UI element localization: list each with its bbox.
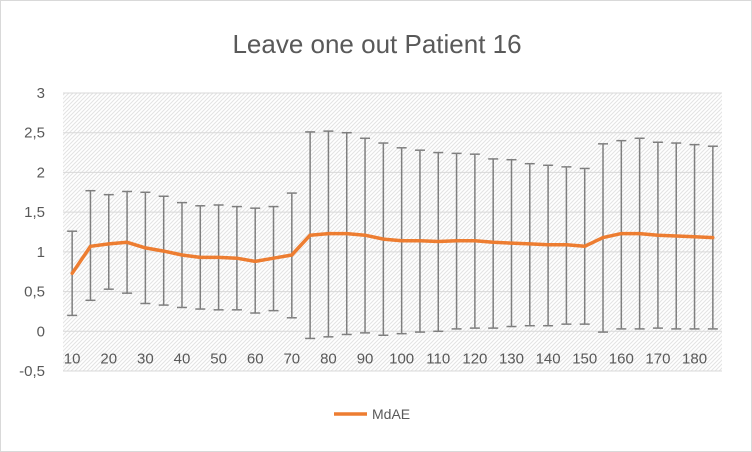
x-tick-label: 10 (64, 350, 81, 367)
data-point-mdae (88, 244, 92, 248)
x-tick-label: 80 (320, 350, 337, 367)
chart-title: Leave one out Patient 16 (232, 29, 521, 59)
x-tick-label: 110 (426, 350, 450, 367)
y-tick-label: 0,5 (24, 284, 45, 301)
data-point-mdae (619, 232, 623, 236)
data-point-mdae (473, 239, 477, 243)
data-point-mdae (363, 233, 367, 237)
x-tick-label: 70 (283, 350, 300, 367)
data-point-mdae (381, 237, 385, 241)
plot-area: 3 2,5 2 1,5 1 0,5 0 -0,5 10 20 30 40 50 60 70 80 90 100 11… (19, 85, 722, 380)
x-tick-label: 130 (499, 350, 524, 367)
data-point-mdae (509, 241, 513, 245)
data-point-mdae (528, 242, 532, 246)
data-point-mdae (693, 235, 697, 239)
x-tick-label: 180 (682, 350, 707, 367)
data-point-mdae (125, 240, 129, 244)
data-point-mdae (400, 239, 404, 243)
data-point-mdae (711, 236, 715, 240)
data-point-mdae (656, 233, 660, 237)
x-tick-label: 120 (462, 350, 487, 367)
data-point-mdae (455, 239, 459, 243)
data-point-mdae (272, 256, 276, 260)
data-point-mdae (491, 240, 495, 244)
data-point-mdae (70, 271, 74, 275)
data-point-mdae (601, 236, 605, 240)
x-tick-label: 90 (357, 350, 374, 367)
y-tick-label: 1,5 (24, 204, 45, 221)
y-tick-label: 3 (37, 85, 45, 102)
data-point-mdae (583, 244, 587, 248)
data-point-mdae (546, 243, 550, 247)
x-tick-label: 20 (100, 350, 117, 367)
data-point-mdae (253, 259, 257, 263)
y-tick-label: -0,5 (19, 363, 45, 380)
data-point-mdae (180, 253, 184, 257)
y-tick-label: 0 (37, 323, 45, 340)
x-tick-label: 140 (536, 350, 561, 367)
x-tick-label: 100 (389, 350, 414, 367)
x-tick-label: 160 (609, 350, 634, 367)
series-line-mdae (70, 231, 715, 276)
data-point-mdae (217, 255, 221, 259)
data-point-mdae (674, 234, 678, 238)
x-tick-label: 50 (210, 350, 227, 367)
data-point-mdae (638, 232, 642, 236)
data-point-mdae (308, 233, 312, 237)
data-point-mdae (235, 256, 239, 260)
x-tick-label: 170 (645, 350, 670, 367)
data-point-mdae (436, 240, 440, 244)
data-point-mdae (143, 246, 147, 250)
legend-label-mdae: MdAE (372, 406, 410, 422)
data-point-mdae (162, 249, 166, 253)
x-tick-label: 40 (174, 350, 191, 367)
x-tick-label: 150 (572, 350, 597, 367)
y-tick-label: 2,5 (24, 125, 45, 142)
data-point-mdae (290, 253, 294, 257)
data-point-mdae (198, 255, 202, 259)
plot-background (63, 93, 722, 371)
data-point-mdae (418, 239, 422, 243)
data-point-mdae (107, 242, 111, 246)
x-tick-label: 60 (247, 350, 264, 367)
y-tick-label: 1 (37, 244, 45, 261)
x-tick-label: 30 (137, 350, 154, 367)
y-tick-label: 2 (37, 164, 45, 181)
legend: MdAE (334, 406, 410, 422)
data-point-mdae (345, 232, 349, 236)
data-point-mdae (564, 243, 568, 247)
data-point-mdae (326, 232, 330, 236)
